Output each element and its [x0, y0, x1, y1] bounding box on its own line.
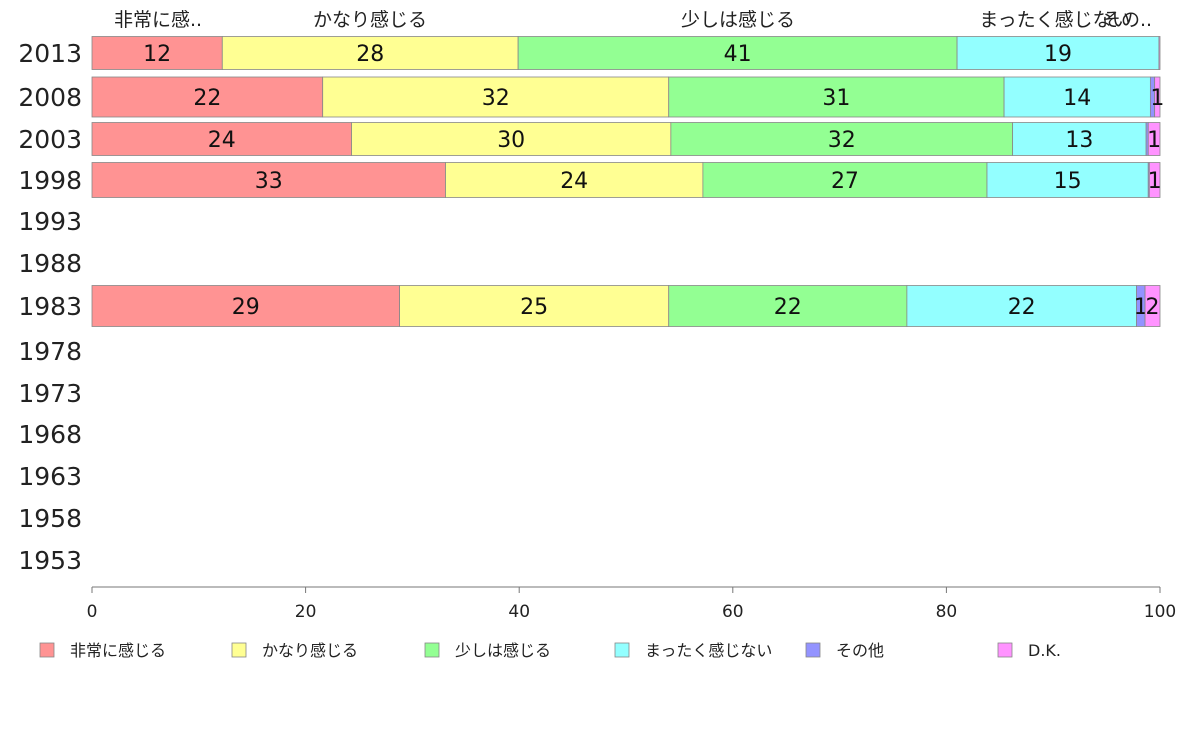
- legend-label: その他: [836, 641, 884, 660]
- data-label: 1: [1150, 86, 1164, 111]
- data-label: 14: [1063, 86, 1091, 111]
- year-label: 1998: [18, 166, 82, 195]
- top-category-label: 非常に感..: [114, 9, 202, 31]
- bar-segment: [1158, 36, 1161, 70]
- year-label: 1988: [18, 249, 82, 278]
- year-label: 1968: [18, 420, 82, 449]
- legend-swatch: [424, 642, 440, 658]
- x-tick-label: 40: [508, 602, 530, 622]
- bar-segment: [91, 76, 324, 118]
- bar-segment: [668, 76, 1005, 118]
- legend-swatch: [614, 642, 630, 658]
- data-label: 28: [356, 42, 384, 67]
- data-label: 22: [1008, 295, 1036, 320]
- bar-segment: [670, 122, 1014, 156]
- bar-segment: [906, 285, 1137, 327]
- data-label: 27: [831, 169, 859, 194]
- legend-label: まったく感じない: [645, 641, 772, 660]
- bar-segment: [91, 285, 400, 327]
- data-label: 19: [1044, 42, 1072, 67]
- x-tick-label: 60: [722, 602, 744, 622]
- data-label: 32: [482, 86, 510, 111]
- bar-segment: [91, 122, 352, 156]
- bar-segment: [399, 285, 670, 327]
- data-label: 32: [828, 128, 856, 153]
- year-label: 1978: [18, 337, 82, 366]
- bar-segment: [668, 285, 908, 327]
- data-label: 1: [1148, 169, 1162, 194]
- year-label: 1993: [18, 207, 82, 236]
- bar-segment: [91, 162, 446, 198]
- top-category-label: まったく感じない: [979, 9, 1130, 31]
- data-label: 25: [520, 295, 548, 320]
- top-category-label: かなり感じる: [313, 9, 427, 31]
- data-label: 1: [1134, 295, 1148, 320]
- bar-segment: [1003, 76, 1151, 118]
- data-label: 12: [143, 42, 171, 67]
- year-label: 2008: [18, 83, 82, 112]
- x-tick-label: 80: [936, 602, 958, 622]
- top-category-label: その..: [1102, 9, 1152, 31]
- data-label: 24: [560, 169, 588, 194]
- year-label: 2003: [18, 125, 82, 154]
- legend-label: 非常に感じる: [70, 641, 166, 660]
- bar-segment: [1148, 162, 1161, 198]
- legend-swatch: [805, 642, 821, 658]
- data-label: 31: [822, 86, 850, 111]
- year-label: 1958: [18, 504, 82, 533]
- data-label: 22: [193, 86, 221, 111]
- x-tick-label: 0: [87, 602, 98, 622]
- year-label: 1973: [18, 379, 82, 408]
- bar-segment: [1154, 76, 1161, 118]
- legend-label: かなり感じる: [262, 641, 358, 660]
- legend-swatch: [231, 642, 247, 658]
- data-label: 13: [1065, 128, 1093, 153]
- year-label: 2013: [18, 39, 82, 68]
- legend-swatch: [39, 642, 55, 658]
- bar-segment: [351, 122, 672, 156]
- bar-segment: [322, 76, 670, 118]
- data-label: 30: [497, 128, 525, 153]
- x-tick-label: 20: [295, 602, 317, 622]
- year-label: 1983: [18, 292, 82, 321]
- bar-segment: [221, 36, 519, 70]
- legend-label: D.K.: [1028, 641, 1061, 660]
- data-label: 29: [232, 295, 260, 320]
- top-category-label: 少しは感じる: [681, 9, 795, 31]
- data-label: 1: [1147, 128, 1161, 153]
- data-label: 41: [724, 42, 752, 67]
- legend-swatch: [997, 642, 1013, 658]
- data-label: 15: [1054, 169, 1082, 194]
- data-label: 2: [1146, 295, 1160, 320]
- data-label: 33: [255, 169, 283, 194]
- bar-segment: [1147, 122, 1161, 156]
- legend-label: 少しは感じる: [455, 641, 551, 660]
- bar-segment: [1144, 285, 1161, 327]
- year-label: 1953: [18, 546, 82, 575]
- x-tick-label: 100: [1144, 602, 1176, 622]
- year-label: 1963: [18, 462, 82, 491]
- data-label: 24: [208, 128, 236, 153]
- data-label: 22: [774, 295, 802, 320]
